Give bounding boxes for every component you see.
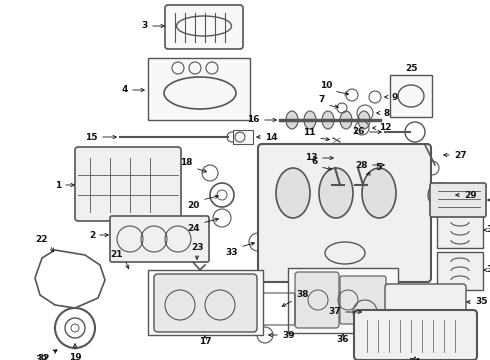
Ellipse shape [322, 111, 334, 129]
Bar [437, 213, 483, 248]
FancyBboxPatch shape [385, 284, 466, 320]
Text: 38: 38 [296, 290, 309, 299]
Ellipse shape [319, 168, 353, 218]
Text: 5: 5 [375, 163, 381, 172]
Ellipse shape [286, 111, 298, 129]
Text: 8: 8 [383, 108, 389, 117]
FancyBboxPatch shape [354, 310, 477, 360]
Text: 33: 33 [225, 248, 238, 257]
Text: 23: 23 [191, 243, 203, 252]
Text: 6: 6 [312, 157, 318, 166]
Text: 14: 14 [265, 132, 278, 141]
Text: 15: 15 [85, 132, 98, 141]
Bar [233, 130, 253, 144]
FancyBboxPatch shape [340, 276, 386, 324]
Text: 32: 32 [38, 354, 50, 360]
Text: 25: 25 [405, 64, 417, 73]
Bar [148, 58, 250, 120]
Text: 34: 34 [409, 358, 421, 360]
FancyBboxPatch shape [430, 183, 486, 217]
Text: 16: 16 [247, 116, 260, 125]
FancyBboxPatch shape [75, 147, 181, 221]
Text: 21: 21 [111, 250, 123, 259]
Bar [437, 252, 483, 290]
FancyBboxPatch shape [295, 272, 339, 328]
Bar [148, 270, 263, 335]
Text: 35: 35 [475, 297, 488, 306]
Bar [288, 268, 398, 333]
Text: 18: 18 [180, 158, 193, 167]
Bar [390, 75, 432, 117]
Text: 20: 20 [188, 201, 200, 210]
Text: 10: 10 [319, 81, 332, 90]
Text: 13: 13 [305, 153, 318, 162]
Text: 3: 3 [142, 22, 148, 31]
FancyBboxPatch shape [154, 274, 257, 332]
Ellipse shape [340, 111, 352, 129]
Text: 37: 37 [328, 307, 341, 316]
Ellipse shape [358, 111, 370, 129]
Text: 30: 30 [486, 225, 490, 234]
Text: 2: 2 [89, 230, 95, 239]
FancyBboxPatch shape [258, 144, 431, 282]
Text: 19: 19 [69, 353, 81, 360]
FancyBboxPatch shape [165, 5, 243, 49]
Text: 4: 4 [122, 85, 128, 94]
FancyBboxPatch shape [110, 216, 209, 262]
Text: 1: 1 [55, 180, 61, 189]
Text: 12: 12 [379, 123, 392, 132]
Text: 36: 36 [337, 335, 349, 344]
Text: 11: 11 [303, 128, 316, 137]
Ellipse shape [276, 168, 310, 218]
Text: 7: 7 [318, 95, 325, 104]
Text: 30: 30 [486, 266, 490, 274]
Text: 39: 39 [282, 330, 294, 339]
Text: 26: 26 [352, 127, 365, 136]
Text: 27: 27 [454, 150, 466, 159]
Text: 24: 24 [187, 224, 200, 233]
Ellipse shape [304, 111, 316, 129]
Text: 17: 17 [198, 337, 211, 346]
Ellipse shape [362, 168, 396, 218]
Text: 22: 22 [35, 235, 48, 244]
Text: 32: 32 [35, 355, 48, 360]
Text: 29: 29 [464, 190, 477, 199]
Text: 9: 9 [391, 93, 397, 102]
Text: 28: 28 [356, 161, 368, 170]
